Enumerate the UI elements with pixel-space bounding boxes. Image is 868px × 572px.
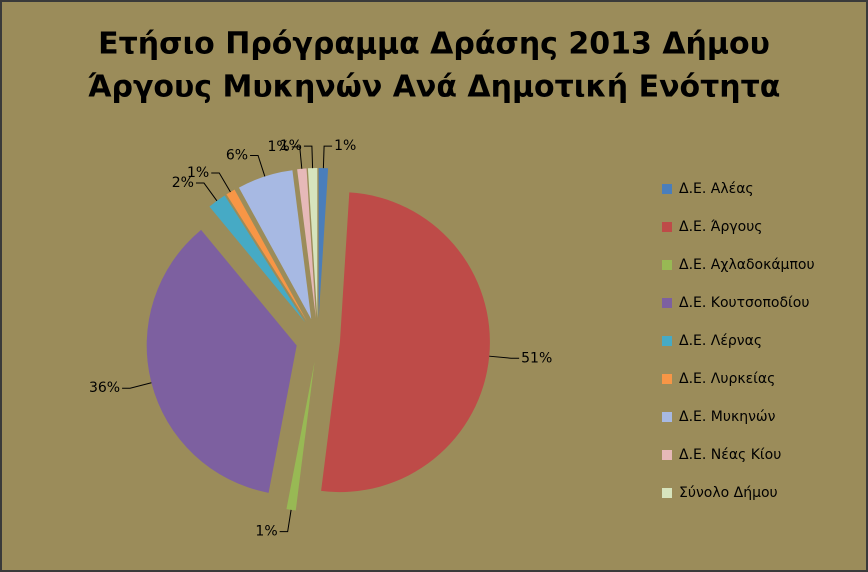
leader-line [322, 145, 333, 169]
pie-slice [226, 189, 307, 322]
legend-swatch [662, 336, 672, 346]
legend-label: Δ.Ε. Άργους [679, 219, 763, 235]
leader-line [250, 154, 266, 177]
legend-swatch [662, 222, 672, 232]
leader-line [122, 382, 152, 389]
legend-swatch [662, 184, 672, 194]
pie-slice [321, 192, 490, 493]
legend-label: Δ.Ε. Λέρνας [679, 333, 762, 349]
pie-slice [146, 229, 297, 493]
pie-slice [297, 168, 316, 319]
legend-label: Δ.Ε. Αχλαδοκάμπου [679, 257, 815, 273]
leader-line [489, 355, 520, 359]
legend-swatch [662, 374, 672, 384]
data-label: 6% [226, 147, 248, 163]
legend-swatch [662, 488, 672, 498]
legend-label: Δ.Ε. Αλέας [679, 181, 754, 197]
pie-slice [238, 170, 312, 320]
chart-title: Ετήσιο Πρόγραμμα Δράσης 2013 Δήμου [98, 27, 770, 62]
data-label: 2% [172, 175, 194, 191]
data-label: 1% [255, 524, 277, 540]
legend-label: Δ.Ε. Κουτσοποδίου [679, 295, 809, 311]
leader-line [195, 182, 218, 202]
data-label: 36% [89, 380, 120, 396]
data-label: 1% [280, 138, 302, 154]
legend-label: Δ.Ε. Μυκηνών [679, 409, 776, 425]
data-label: 1% [187, 165, 209, 181]
leader-line [279, 509, 292, 533]
legend-swatch [662, 298, 672, 308]
pie-slice [307, 168, 318, 319]
pie-slice [318, 168, 329, 319]
chart-title: Άργους Μυκηνών Ανά Δημοτική Ενότητα [88, 70, 781, 105]
pie-slice [286, 361, 315, 511]
legend-label: Δ.Ε. Λυρκείας [679, 371, 775, 387]
leader-line [291, 146, 303, 169]
leader-line [303, 145, 314, 169]
legend-swatch [662, 450, 672, 460]
data-label: 1% [334, 138, 356, 154]
leader-line [211, 172, 231, 193]
pie-slice [209, 195, 306, 323]
data-label: 1% [268, 139, 290, 155]
legend-swatch [662, 260, 672, 270]
legend-label: Σύνολο Δήμου [679, 485, 778, 501]
legend-swatch [662, 412, 672, 422]
legend-label: Δ.Ε. Νέας Κίου [679, 447, 781, 463]
data-label: 51% [521, 350, 552, 366]
